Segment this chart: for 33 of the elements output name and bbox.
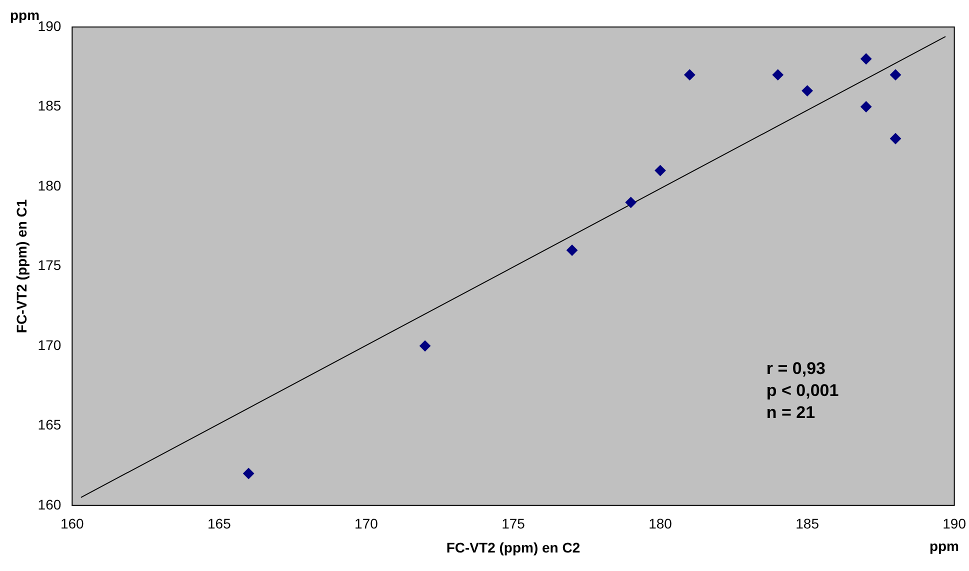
point bbox=[860, 101, 872, 112]
y-tick-label: 160 bbox=[38, 496, 62, 512]
y-tick-label: 190 bbox=[38, 18, 62, 34]
y-tick-label: 185 bbox=[38, 98, 62, 114]
annotation: p < 0,001 bbox=[766, 380, 839, 400]
x-tick-label: 160 bbox=[60, 516, 84, 532]
point bbox=[654, 165, 666, 176]
point bbox=[684, 69, 696, 80]
text: ppm bbox=[929, 538, 959, 554]
point bbox=[566, 244, 578, 256]
point bbox=[625, 196, 636, 208]
y-tick-label: 180 bbox=[38, 177, 62, 194]
y-axis-title: FC-VT2 (ppm) en C1 bbox=[13, 199, 30, 334]
annotation: n = 21 bbox=[766, 402, 816, 422]
point bbox=[890, 133, 902, 144]
y-tick-label: 170 bbox=[38, 336, 62, 353]
point bbox=[860, 53, 872, 64]
x-axis-title: FC-VT2 (ppm) en C2 bbox=[446, 539, 580, 556]
y-tick-label: 165 bbox=[38, 416, 62, 433]
text: ppm bbox=[10, 7, 40, 23]
x-tick-label: 170 bbox=[354, 516, 378, 532]
annotation: r = 0,93 bbox=[766, 358, 826, 378]
point bbox=[420, 340, 431, 352]
x-tick-label: 175 bbox=[502, 516, 526, 532]
x-tick-label: 165 bbox=[208, 516, 232, 532]
point bbox=[802, 85, 813, 96]
point bbox=[772, 69, 784, 80]
x-tick-label: 180 bbox=[648, 516, 672, 532]
y-tick-label: 175 bbox=[38, 257, 62, 274]
point bbox=[890, 69, 902, 80]
x-tick-label: 185 bbox=[796, 516, 820, 532]
point bbox=[243, 468, 254, 480]
x-tick-label: 190 bbox=[942, 516, 966, 532]
